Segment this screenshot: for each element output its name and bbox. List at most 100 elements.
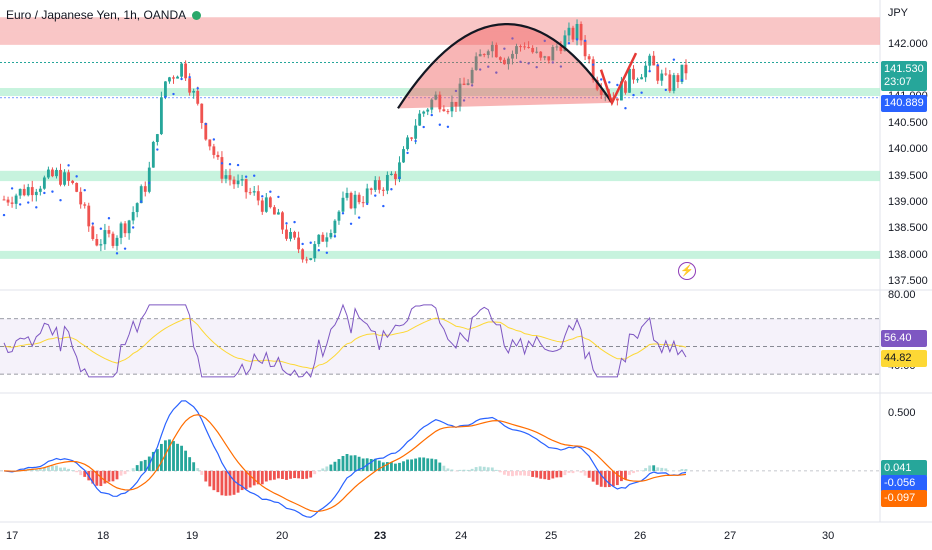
macd-hist-bar — [236, 470, 240, 493]
support-zone — [0, 250, 880, 259]
macd-hist-bar — [486, 467, 490, 471]
currency-label: JPY — [887, 7, 908, 19]
candle-body — [684, 64, 688, 74]
sar-dot — [261, 195, 264, 198]
macd-hist-bar — [188, 457, 192, 471]
macd-hist-bar — [482, 466, 486, 471]
sar-dot — [131, 226, 135, 229]
macd-hist-bar — [652, 465, 656, 471]
candle-body — [107, 230, 111, 234]
macd-hist-bar — [519, 470, 522, 476]
sar-dot — [430, 113, 433, 117]
macd-hist-bar — [398, 462, 401, 471]
candle-body — [539, 51, 543, 58]
macd-hist-bar — [67, 468, 70, 471]
candle-body — [434, 94, 438, 100]
macd-hist-bar — [507, 470, 510, 476]
sar-dot — [567, 42, 571, 45]
macd-hist-bar — [611, 470, 615, 487]
macd-hist-bar — [244, 470, 248, 490]
sar-dot — [390, 188, 393, 191]
macd-hist-bar — [345, 454, 349, 471]
resistance-zone — [0, 17, 880, 32]
candle-body — [579, 23, 583, 41]
rsi-band — [0, 318, 880, 375]
macd-hist-bar — [478, 466, 482, 471]
candle-body — [656, 65, 660, 81]
macd-hist-bar — [442, 465, 446, 471]
candle-body — [615, 98, 619, 101]
candle-body — [248, 192, 252, 194]
macd-hist-bar — [535, 470, 539, 478]
lightning-icon[interactable]: ⚡ — [678, 262, 696, 280]
sar-dot — [487, 65, 490, 68]
candle-body — [478, 54, 482, 57]
candle-body — [200, 103, 204, 123]
macd-hist-bar — [583, 470, 587, 476]
sar-dot — [680, 78, 684, 82]
macd-hist-bar — [587, 470, 591, 478]
candle-body — [640, 77, 644, 80]
macd-hist-bar — [539, 470, 543, 479]
price-tick: 142.000 — [888, 38, 928, 50]
candle-body — [329, 233, 333, 238]
support-zone — [0, 170, 880, 182]
pattern-arc — [397, 23, 613, 109]
sar-dot — [559, 65, 563, 68]
symbol-title[interactable]: Euro / Japanese Yen, 1h, OANDA — [6, 8, 202, 22]
macd-hist-bar — [531, 470, 535, 477]
sar-dot — [27, 201, 30, 204]
macd-hist-bar — [143, 459, 147, 471]
candle-body — [196, 90, 200, 104]
candle-body — [547, 56, 551, 61]
candle-body — [38, 188, 42, 192]
candle-body — [111, 233, 115, 246]
macd-hist-bar — [361, 458, 365, 471]
candle-body — [228, 175, 232, 180]
candle-body — [519, 46, 522, 48]
sar-dot — [10, 187, 14, 190]
macd-hist-bar — [321, 468, 325, 471]
candle-body — [357, 194, 361, 203]
candle-body — [394, 173, 397, 180]
candle-body — [672, 75, 676, 91]
sar-dot — [236, 163, 240, 167]
macd-hist-bar — [373, 458, 377, 471]
candle-body — [18, 188, 22, 196]
macd-hist-bar — [648, 465, 652, 471]
macd-hist-bar — [402, 461, 405, 471]
sar-dot — [180, 77, 183, 81]
candle-body — [135, 203, 139, 213]
sar-dot — [382, 204, 385, 208]
macd-hist-bar — [450, 469, 454, 471]
macd-hist-bar — [632, 470, 635, 474]
macd-hist-bar — [426, 458, 430, 471]
candle-body — [240, 179, 244, 181]
macd-hist-bar — [103, 470, 107, 484]
candle-body — [184, 63, 188, 79]
candle-body — [34, 191, 38, 196]
candle-body — [361, 202, 365, 204]
candle-body — [502, 59, 506, 65]
macd-hist-bar — [200, 470, 204, 475]
candle-body — [59, 169, 62, 185]
macd-hist-bar — [547, 470, 551, 480]
candle-body — [652, 55, 656, 66]
macd-hist-bar — [555, 470, 559, 478]
sar-dot — [107, 217, 111, 220]
sar-dot — [244, 175, 248, 178]
candle-body — [567, 27, 571, 36]
sar-dot — [164, 95, 167, 99]
candle-body — [470, 69, 474, 84]
sar-dot — [462, 99, 466, 102]
candle-body — [216, 154, 220, 158]
macd-hist-bar — [196, 468, 200, 471]
macd-hist-bar — [91, 470, 95, 484]
candle-body — [51, 169, 54, 177]
sar-dot — [83, 189, 86, 192]
macd-hist-bar — [462, 469, 466, 471]
sar-dot — [454, 89, 458, 93]
time-tick: 25 — [545, 530, 558, 542]
sar-dot — [600, 78, 603, 81]
